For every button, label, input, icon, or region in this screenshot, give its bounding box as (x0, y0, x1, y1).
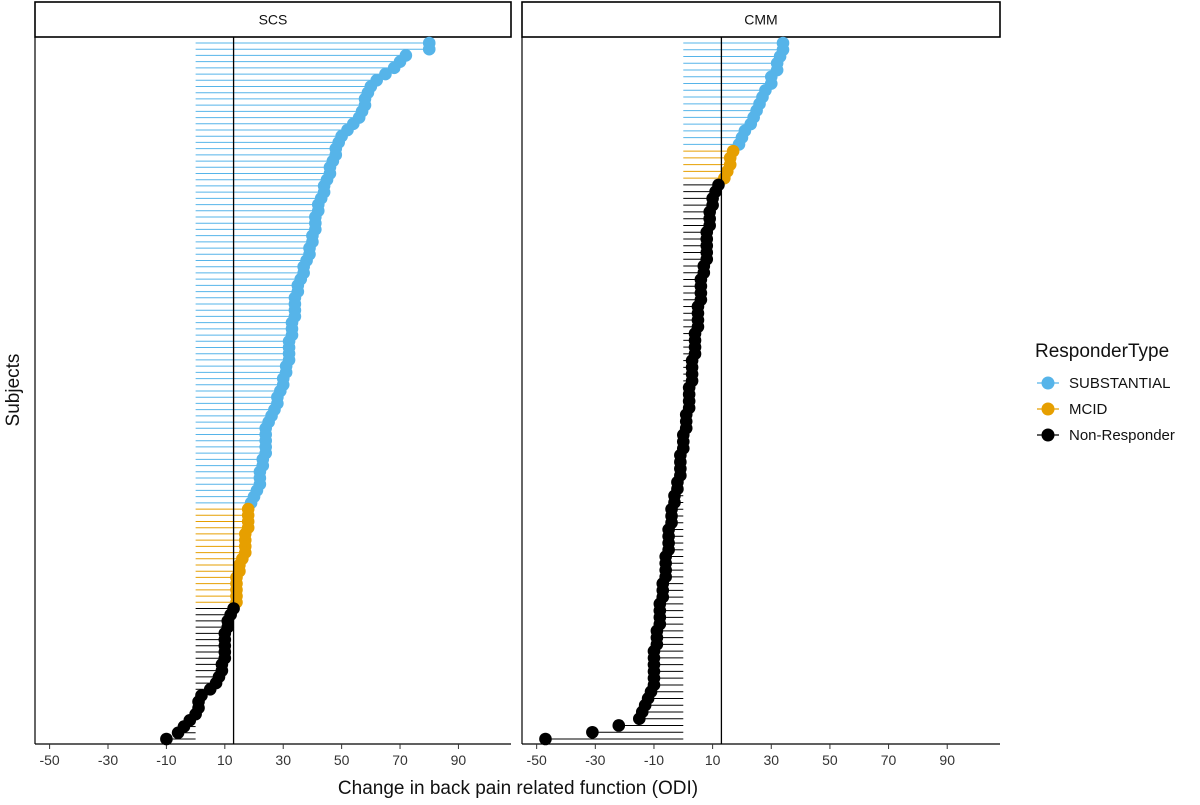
subject-point (387, 61, 401, 75)
x-tick-label: 50 (822, 752, 838, 768)
legend-entry: MCID (1037, 401, 1107, 418)
legend-label: Non-Responder (1069, 427, 1175, 444)
x-axis-title: Change in back pain related function (OD… (338, 778, 698, 799)
x-tick-label: -50 (527, 752, 547, 768)
subject-point (160, 732, 173, 746)
panel-strip (521, 1, 1001, 38)
subject-point (171, 726, 185, 740)
legend-entry: Non-Responder (1037, 427, 1175, 444)
segments (545, 42, 783, 740)
legend-swatch (1041, 428, 1055, 442)
points (539, 36, 790, 746)
legend-entry: SUBSTANTIAL (1037, 375, 1170, 392)
x-tick-label: -50 (39, 752, 59, 768)
x-tick-label: 10 (217, 752, 233, 768)
legend-title: ResponderType (1035, 341, 1169, 362)
points (160, 36, 436, 746)
x-tick-label: 30 (275, 752, 291, 768)
x-tick-label: -30 (98, 752, 118, 768)
subject-point (203, 682, 217, 696)
x-tick-label: 90 (451, 752, 467, 768)
panel-cmm: CMM -50 -30 -10 10 30 50 70 90 (521, 1, 1001, 768)
subject-point (422, 42, 436, 56)
x-tick-label: 70 (881, 752, 897, 768)
x-tick-label: 10 (705, 752, 721, 768)
subject-point (612, 719, 626, 732)
legend-swatch (1041, 376, 1055, 390)
x-tick-label: -10 (156, 752, 176, 768)
panel-strip (34, 1, 512, 38)
subject-point (379, 67, 392, 81)
x-tick-label: -30 (585, 752, 605, 768)
y-axis-title: Subjects (3, 354, 24, 427)
subject-point (633, 712, 646, 726)
panel-title: SCS (259, 12, 288, 28)
legend-swatch (1041, 402, 1055, 416)
x-tick-label: 70 (392, 752, 408, 768)
panel-scs: SCS -50 -30 -10 10 30 50 70 90 (34, 1, 512, 768)
subject-point (539, 732, 552, 746)
x-tick-label: 90 (939, 752, 955, 768)
x-tick-label: 50 (334, 752, 350, 768)
legend: ResponderType SUBSTANTIAL MCID Non-Respond… (1035, 341, 1175, 444)
x-tick-label: -10 (644, 752, 664, 768)
legend-label: MCID (1069, 401, 1107, 418)
legend-label: SUBSTANTIAL (1069, 375, 1170, 392)
panel-title: CMM (744, 12, 777, 28)
subject-point (586, 725, 599, 739)
segments (166, 42, 430, 740)
panels-layer: SCS -50 -30 -10 10 30 50 70 90 CMM -50 -30 -10 10 30 50… (34, 1, 1001, 768)
x-tick-label: 30 (763, 752, 779, 768)
